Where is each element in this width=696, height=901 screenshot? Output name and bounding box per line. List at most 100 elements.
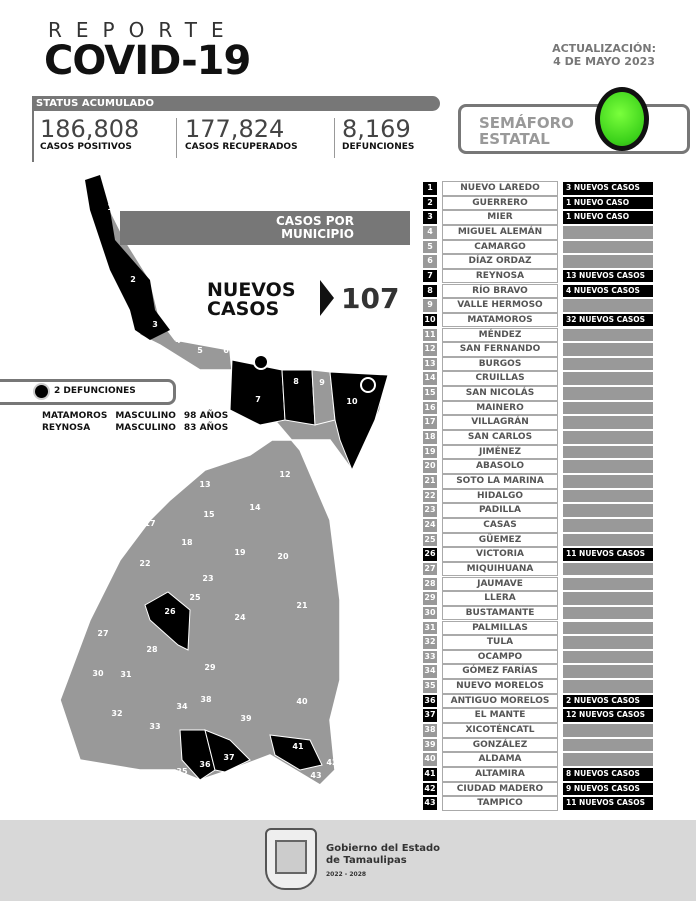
municipio-number: 13 — [423, 357, 437, 371]
municipio-number: 27 — [423, 562, 437, 576]
report-kicker: REPORTE — [48, 18, 238, 42]
municipio-name: BURGOS — [442, 356, 558, 372]
municipio-number: 11 — [423, 328, 437, 342]
municipio-name: VICTORIA — [442, 547, 558, 562]
new-cases — [563, 372, 653, 386]
municipio-number: 7 — [423, 269, 437, 283]
table-row: 31 PALMILLAS — [423, 620, 653, 636]
new-cases: 8 NUEVOS CASOS — [563, 768, 653, 781]
municipio-number: 31 — [423, 621, 437, 635]
semaforo-line2: ESTATAL — [479, 130, 550, 148]
map-label-27: 27 — [97, 629, 108, 638]
semaforo-box: SEMÁFORO ESTATAL — [458, 104, 690, 154]
map-label-38: 38 — [200, 695, 212, 704]
municipio-number: 6 — [423, 255, 437, 268]
page-title: COVID-19 — [44, 38, 251, 84]
new-cases — [563, 577, 653, 591]
table-row: 35 NUEVO MORELOS — [423, 679, 653, 694]
nuevos-line1: NUEVOS — [207, 279, 296, 301]
municipio-7 — [229, 359, 286, 426]
table-row: 43 TAMPICO 11 NUEVOS CASOS — [423, 796, 653, 811]
map-label-32: 32 — [111, 709, 122, 718]
new-cases: 32 NUEVOS CASOS — [563, 313, 653, 327]
table-row: 25 GÜEMEZ — [423, 532, 653, 548]
municipio-name: CIUDAD MADERO — [442, 781, 558, 797]
municipio-name: TAMPICO — [442, 796, 558, 811]
municipio-name: ANTIGUO MORELOS — [442, 693, 558, 709]
chevron-right-icon — [320, 280, 334, 316]
municipio-name: DÍAZ ORDAZ — [442, 254, 558, 269]
table-row: 30 BUSTAMANTE — [423, 605, 653, 621]
municipio-number: 19 — [423, 445, 437, 459]
municipio-number: 36 — [423, 694, 437, 708]
new-cases — [563, 518, 653, 532]
map-label-12: 12 — [279, 470, 290, 479]
table-row: 18 SAN CARLOS — [423, 430, 653, 445]
municipio-name: PALMILLAS — [442, 620, 558, 636]
municipio-name: JAUMAVE — [442, 576, 558, 592]
table-row: 7 REYNOSA 13 NUEVOS CASOS — [423, 268, 653, 284]
table-row: 32 TULA — [423, 635, 653, 650]
footer — [0, 820, 696, 901]
municipio-name: MIER — [442, 210, 558, 225]
defunciones-box — [0, 379, 176, 405]
table-row: MATAMOROS MASCULINO 98 AÑOS — [42, 411, 234, 421]
stat-divider — [176, 118, 177, 158]
new-cases: 3 NUEVOS CASOS — [563, 182, 653, 195]
municipio-41 — [269, 734, 323, 771]
new-cases: 13 NUEVOS CASOS — [563, 269, 653, 283]
nuevos-line2: CASOS — [207, 298, 280, 320]
table-row: 27 MIQUIHUANA — [423, 561, 653, 577]
municipio-name: HIDALGO — [442, 488, 558, 504]
banner-line2: MUNICIPIO — [281, 227, 354, 241]
map-label-6: 6 — [223, 346, 229, 355]
new-cases — [563, 533, 653, 547]
municipio-number: 42 — [423, 782, 437, 796]
municipio-name: JIMÉNEZ — [442, 444, 558, 460]
new-cases — [563, 592, 653, 605]
new-cases: 4 NUEVOS CASOS — [563, 284, 653, 298]
map-label-40: 40 — [296, 697, 308, 706]
municipio-26 — [144, 591, 191, 651]
map-label-29: 29 — [204, 663, 216, 672]
gob-line1: Gobierno del Estado — [326, 843, 441, 854]
map-label-4: 4 — [175, 336, 181, 345]
new-cases — [563, 416, 653, 429]
stat-label: CASOS RECUPERADOS — [185, 142, 298, 152]
new-cases: 12 NUEVOS CASOS — [563, 709, 653, 722]
gob-line2: de Tamaulipas — [326, 855, 407, 866]
municipio-name: SAN NICOLÁS — [442, 386, 558, 401]
municipio-name: MATAMOROS — [442, 312, 558, 328]
death-marker-matamoros — [360, 377, 376, 393]
table-row: 21 SOTO LA MARINA — [423, 474, 653, 489]
new-cases — [563, 753, 653, 766]
traffic-light-icon — [595, 87, 649, 151]
municipio-number: 28 — [423, 577, 437, 591]
table-row: 2 GUERRERO 1 NUEVO CASO — [423, 195, 653, 211]
new-cases — [563, 606, 653, 620]
stat-divider — [334, 118, 335, 158]
new-cases — [563, 401, 653, 415]
municipio-number: 22 — [423, 489, 437, 503]
table-row: 9 VALLE HERMOSO — [423, 298, 653, 313]
new-cases: 11 NUEVOS CASOS — [563, 797, 653, 810]
map-label-19: 19 — [234, 548, 246, 557]
semaforo-label: SEMÁFORO ESTATAL — [479, 115, 574, 147]
new-cases — [563, 445, 653, 459]
new-cases — [563, 299, 653, 312]
semaforo-line1: SEMÁFORO — [479, 114, 574, 132]
new-cases — [563, 680, 653, 693]
municipio-name: MIGUEL ALEMÁN — [442, 224, 558, 240]
municipio-number: 9 — [423, 299, 437, 312]
table-row: 36 ANTIGUO MORELOS 2 NUEVOS CASOS — [423, 693, 653, 709]
municipio-2 — [100, 240, 155, 310]
municipio-number: 40 — [423, 753, 437, 766]
table-row: 16 MAINERO — [423, 400, 653, 416]
new-cases — [563, 225, 653, 239]
municipio-name: OCAMPO — [442, 649, 558, 665]
map-label-30: 30 — [92, 669, 104, 678]
table-row: 29 LLERA — [423, 591, 653, 606]
table-row: 17 VILLAGRÁN — [423, 415, 653, 430]
death-municipio: REYNOSA — [42, 423, 91, 433]
